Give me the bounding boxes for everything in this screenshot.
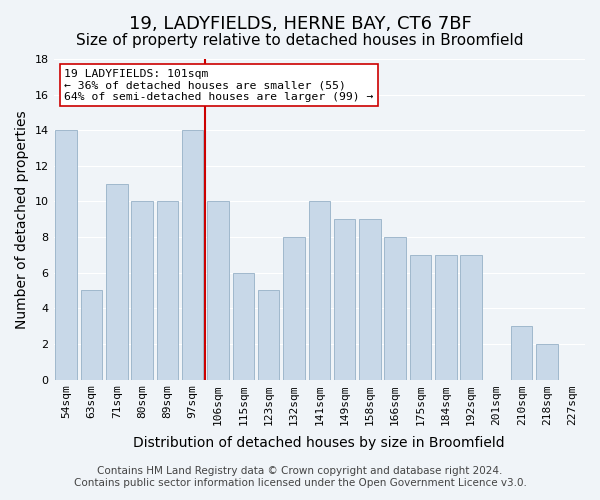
Bar [435,255,457,380]
Bar [55,130,77,380]
Text: Size of property relative to detached houses in Broomfield: Size of property relative to detached ho… [76,32,524,48]
Bar [81,290,102,380]
Bar [334,220,355,380]
Text: 19, LADYFIELDS, HERNE BAY, CT6 7BF: 19, LADYFIELDS, HERNE BAY, CT6 7BF [128,15,472,33]
Text: 19 LADYFIELDS: 101sqm
← 36% of detached houses are smaller (55)
64% of semi-deta: 19 LADYFIELDS: 101sqm ← 36% of detached … [64,68,374,102]
X-axis label: Distribution of detached houses by size in Broomfield: Distribution of detached houses by size … [133,436,505,450]
Bar [460,255,482,380]
Bar [207,202,229,380]
Bar [359,220,380,380]
Bar [283,237,305,380]
Text: Contains HM Land Registry data © Crown copyright and database right 2024.
Contai: Contains HM Land Registry data © Crown c… [74,466,526,487]
Bar [536,344,558,380]
Bar [182,130,203,380]
Bar [511,326,532,380]
Bar [233,272,254,380]
Bar [258,290,280,380]
Bar [385,237,406,380]
Bar [157,202,178,380]
Y-axis label: Number of detached properties: Number of detached properties [15,110,29,328]
Bar [131,202,153,380]
Bar [308,202,330,380]
Bar [106,184,128,380]
Bar [410,255,431,380]
